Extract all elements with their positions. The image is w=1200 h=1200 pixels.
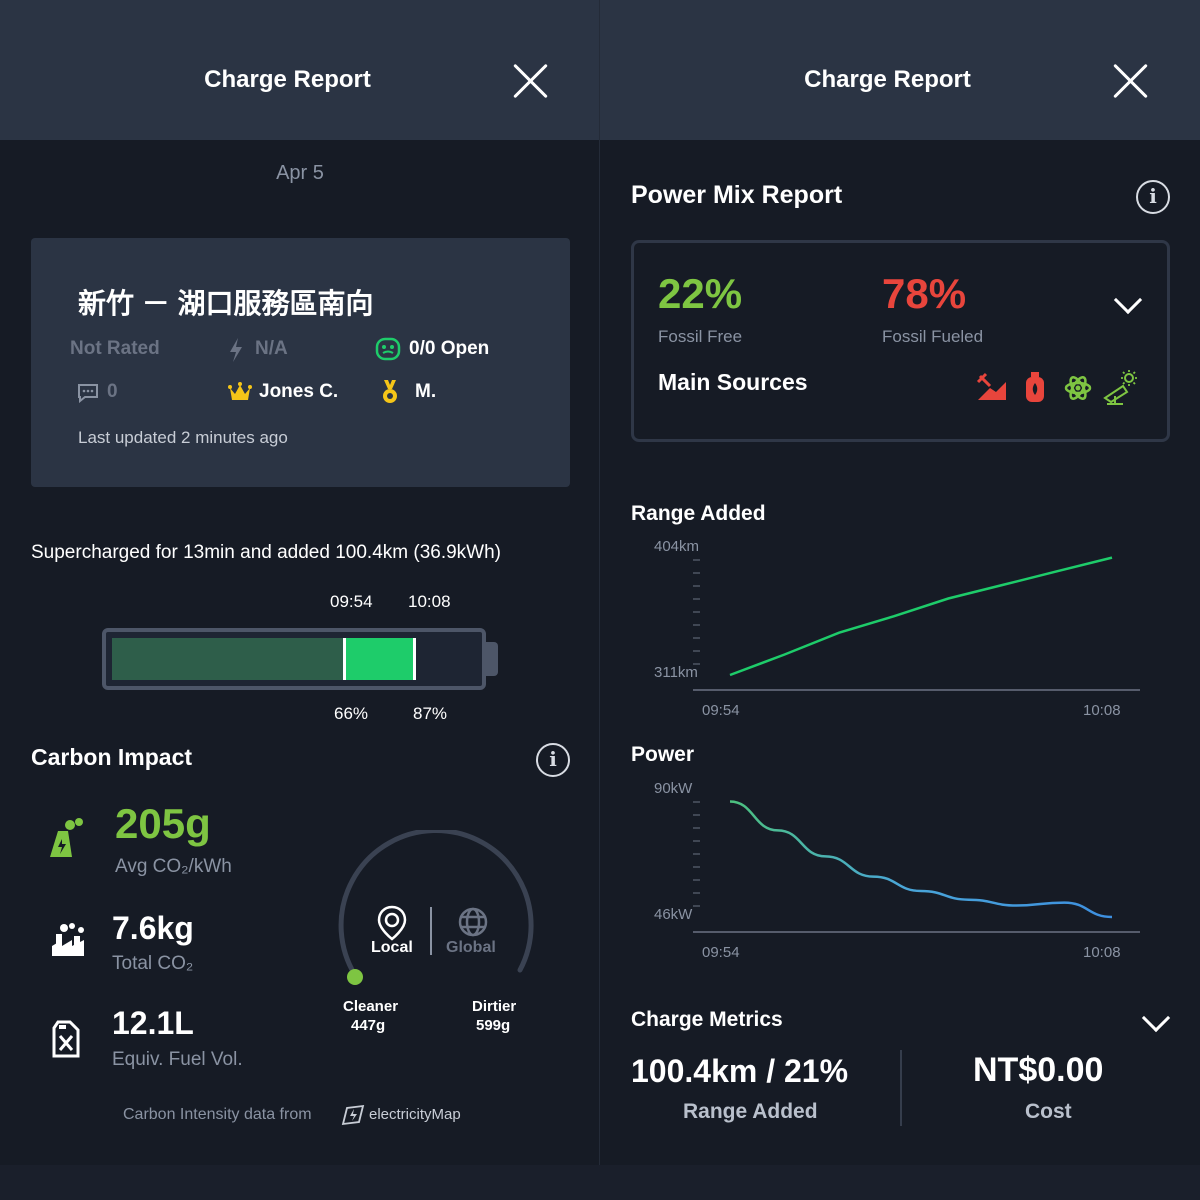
nuclear-icon [1064, 376, 1092, 400]
carbon-gauge [338, 830, 534, 985]
range-x-end-label: 10:08 [1083, 702, 1121, 719]
range-x-start-label: 09:54 [702, 702, 740, 719]
fossil-fueled-pct: 78% [882, 270, 967, 317]
power-label: N/A [255, 338, 288, 359]
avg-co2-label: Avg CO₂/kWh [115, 856, 232, 877]
gauge-marker [347, 969, 363, 985]
site-card[interactable] [31, 238, 570, 487]
end-time-label: 10:08 [408, 592, 451, 611]
charge-report-panel: Charge Report Apr 5 新竹 － 湖口服務區南向 Not Rat… [0, 0, 600, 1165]
battery-nub [486, 642, 498, 676]
power-mix-panel: Charge Report [600, 0, 1200, 1165]
bolt-icon [230, 338, 242, 362]
close-button[interactable] [512, 62, 550, 100]
range-y-min-label: 311km [654, 664, 698, 681]
king-name: Jones C. [259, 381, 339, 402]
fuel-label: Equiv. Fuel Vol. [112, 1049, 243, 1070]
fuel-can-icon [52, 1020, 80, 1058]
globe-icon[interactable] [457, 906, 489, 938]
cleaner-label: Cleaner [343, 998, 399, 1015]
availability-label: 0/0 Open [409, 338, 490, 359]
emissions-icon [52, 923, 84, 956]
fossil-free-label: Fossil Free [658, 327, 743, 346]
power-mix-info-icon[interactable]: i [1136, 180, 1170, 214]
power-mix-title: Power Mix Report [631, 181, 843, 209]
local-tab[interactable]: Local [371, 939, 413, 956]
power-chart-title: Power [631, 743, 695, 766]
gas-icon [1026, 372, 1044, 402]
charge-date: Apr 5 [276, 162, 324, 184]
header-bar-right: Charge Report [600, 0, 1200, 140]
charge-summary: Supercharged for 13min and added 100.4km… [31, 542, 501, 563]
factory-icon [50, 818, 83, 857]
power-series-line [729, 800, 1113, 919]
power-y-ticks [693, 801, 700, 907]
header-title-right: Charge Report [804, 66, 971, 93]
carbon-info-icon[interactable]: i [536, 743, 570, 777]
site-name: 新竹 － 湖口服務區南向 [78, 288, 374, 319]
start-time-label: 09:54 [330, 592, 373, 611]
avg-co2-value: 205g [115, 800, 211, 847]
fossil-free-pct: 22% [658, 270, 743, 317]
dirtier-label: Dirtier [472, 998, 517, 1015]
fossil-fueled-label: Fossil Fueled [882, 327, 984, 346]
end-pct-label: 87% [413, 704, 448, 723]
coal-icon [976, 372, 1006, 400]
comment-count: 0 [107, 381, 118, 402]
crown-icon [228, 382, 252, 400]
last-updated: Last updated 2 minutes ago [78, 428, 288, 447]
power-y-min-label: 46kW [654, 906, 693, 923]
global-tab[interactable]: Global [446, 939, 496, 956]
start-pct-label: 66% [334, 704, 369, 723]
data-source-name[interactable]: electricityMap [369, 1106, 461, 1123]
range-series-line [729, 556, 1113, 677]
solar-icon [1103, 370, 1137, 405]
range-added-label: Range Added [683, 1100, 818, 1123]
bottom-strip [0, 1165, 1200, 1200]
carbon-impact-title: Carbon Impact [31, 744, 193, 770]
range-y-max-label: 404km [654, 538, 699, 555]
header-bar: Charge Report [0, 0, 599, 140]
battery-bar [102, 628, 486, 690]
close-button-right[interactable] [1112, 62, 1150, 100]
dirtier-value: 599g [476, 1017, 511, 1034]
fuel-value: 12.1L [112, 1005, 194, 1041]
data-source-text: Carbon Intensity data from [123, 1106, 312, 1123]
header-title: Charge Report [204, 66, 371, 93]
cleaner-value: 447g [351, 1017, 386, 1034]
range-chart-title: Range Added [631, 502, 766, 525]
local-pin-icon[interactable] [375, 905, 409, 941]
comment-icon [78, 384, 98, 403]
power-chart: 90kW 46kW 09:54 10:08 [654, 780, 1140, 961]
charge-metrics-title: Charge Metrics [631, 1008, 783, 1031]
medal-icon [383, 380, 397, 403]
battery-prior-fill [112, 638, 343, 680]
total-co2-value: 7.6kg [112, 910, 194, 946]
metrics-divider [900, 1050, 902, 1126]
range-added-value: 100.4km / 21% [631, 1053, 849, 1089]
range-chart: 404km 311km 09:54 10:08 [654, 538, 1140, 719]
cost-value: NT$0.00 [973, 1051, 1104, 1089]
charger-icon [375, 337, 401, 361]
battery-added-fill [343, 638, 416, 680]
medal-name: M. [415, 381, 437, 402]
power-x-start-label: 09:54 [702, 944, 740, 961]
power-mix-card[interactable] [631, 240, 1170, 442]
main-sources-label: Main Sources [658, 369, 808, 395]
range-y-ticks [693, 559, 700, 665]
power-x-end-label: 10:08 [1083, 944, 1121, 961]
rating-label: Not Rated [70, 338, 160, 359]
total-co2-label: Total CO₂ [112, 953, 194, 974]
power-y-max-label: 90kW [654, 780, 693, 797]
electricitymap-logo-icon [341, 1104, 365, 1126]
cost-label: Cost [1025, 1100, 1072, 1123]
